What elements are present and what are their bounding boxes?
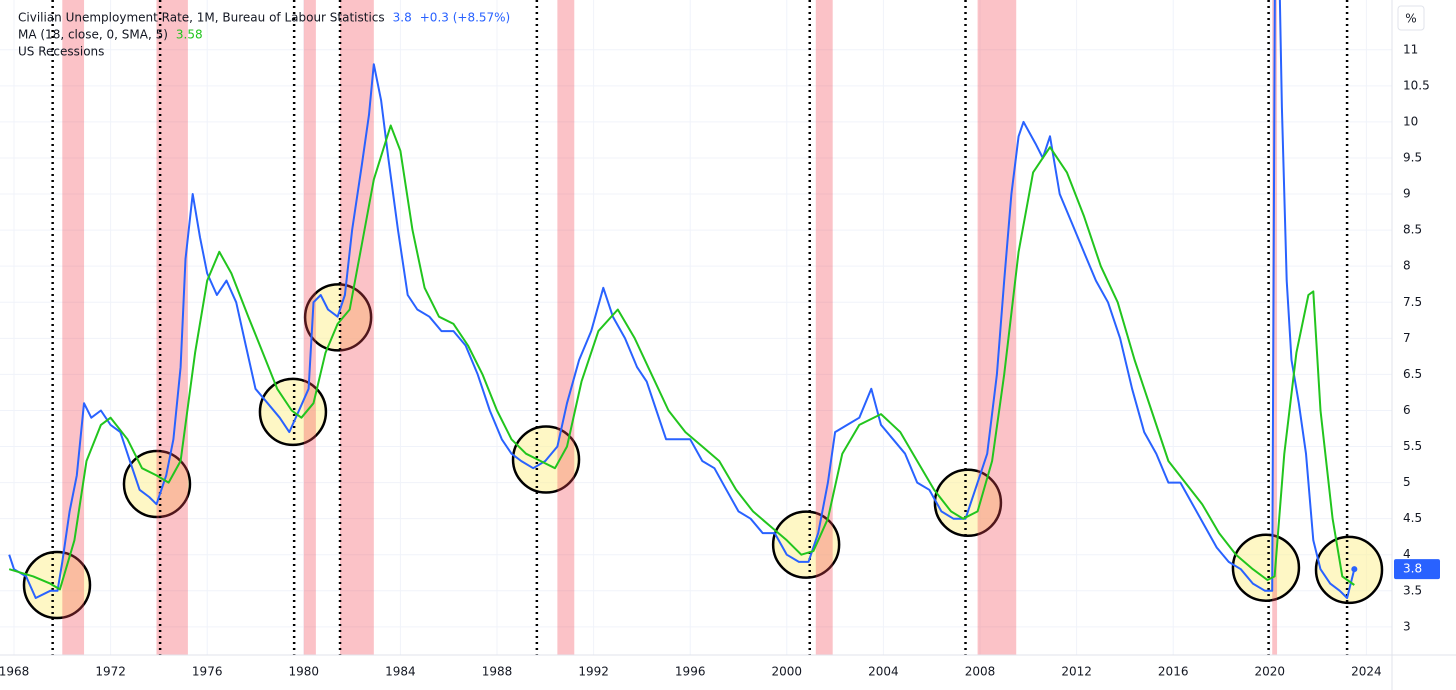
x-tick-label: 2012 [1061, 665, 1092, 679]
unit-label: % [1405, 12, 1416, 26]
legend-ma-value: 3.58 [176, 28, 203, 42]
y-tick-label: 7 [1403, 331, 1411, 345]
y-tick-label: 9.5 [1403, 150, 1422, 164]
y-tick-label: 9 [1403, 187, 1411, 201]
recession-band [303, 0, 316, 655]
y-tick-label: 3.5 [1403, 583, 1422, 597]
x-tick-label: 2016 [1158, 665, 1189, 679]
legend-value: 3.8 [393, 11, 412, 25]
y-tick-label: 4 [1403, 547, 1411, 561]
series-line [8, 124, 1355, 591]
x-tick-label: 2024 [1351, 665, 1382, 679]
x-tick-label: 2000 [772, 665, 803, 679]
x-tick-label: 2020 [1255, 665, 1286, 679]
y-tick-label: 10.5 [1403, 78, 1430, 92]
recession-band [815, 0, 833, 655]
legend-change: +0.3 (+8.57%) [420, 11, 511, 25]
x-tick-label: 1992 [578, 665, 609, 679]
highlight-circle [22, 550, 92, 620]
x-tick-label: 2008 [965, 665, 996, 679]
y-tick-label: 6 [1403, 403, 1411, 417]
x-tick-label: 1976 [192, 665, 223, 679]
y-tick-label: 10 [1403, 114, 1418, 128]
legend-recessions: US Recessions [18, 45, 104, 59]
recession-band [340, 0, 374, 655]
recession-band [1272, 0, 1278, 655]
y-tick-label: 5.5 [1403, 439, 1422, 453]
highlight-circle [1231, 533, 1301, 602]
last-point [1351, 566, 1358, 573]
y-tick-label: 8.5 [1403, 223, 1422, 237]
x-tick-label: 1980 [289, 665, 320, 679]
series-line [8, 0, 1356, 599]
x-tick-label: 2004 [868, 665, 899, 679]
y-tick-label: 11 [1403, 42, 1418, 56]
x-tick-label: 1984 [385, 665, 416, 679]
y-tick-label: 7.5 [1403, 295, 1422, 309]
price-label: 3.8 [1403, 562, 1422, 576]
y-tick-label: 3 [1403, 619, 1411, 633]
legend-ma: MA (18, close, 0, SMA, 5) [18, 28, 168, 42]
x-tick-label: 1996 [675, 665, 706, 679]
legend-title: Civilian Unemployment Rate, 1M, Bureau o… [18, 11, 385, 25]
y-tick-label: 6.5 [1403, 367, 1422, 381]
x-tick-label: 1988 [482, 665, 513, 679]
y-tick-label: 4.5 [1403, 511, 1422, 525]
x-tick-label: 1968 [0, 665, 29, 679]
price-box [1394, 559, 1440, 580]
recession-band [557, 0, 575, 655]
y-tick-label: 8 [1403, 259, 1411, 273]
x-tick-label: 1972 [95, 665, 126, 679]
highlight-circle [122, 449, 192, 519]
recession-band [62, 0, 85, 655]
unit-box [1397, 5, 1425, 31]
y-tick-label: 5 [1403, 475, 1411, 489]
